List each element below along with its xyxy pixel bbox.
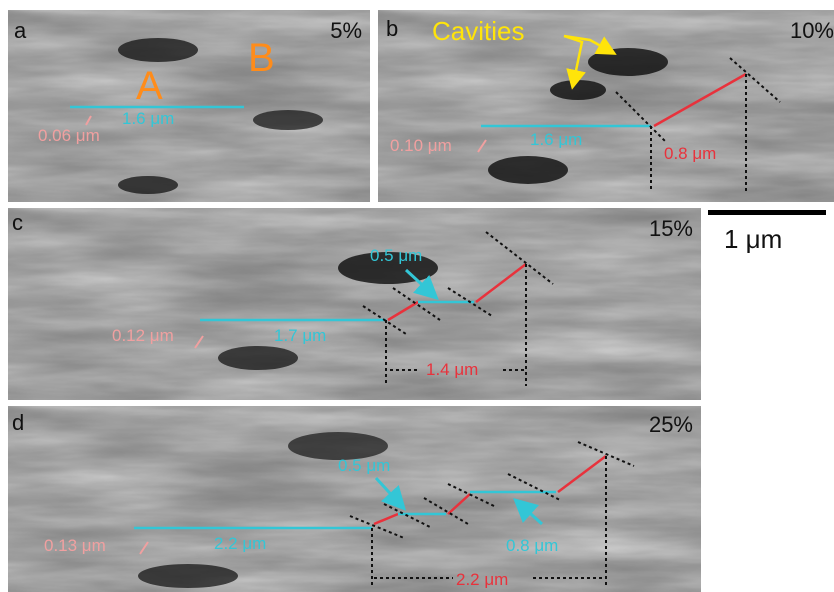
cavities-label: Cavities: [432, 16, 525, 46]
gap-label: 0.5 μm: [370, 246, 423, 265]
region-b-label: B: [248, 36, 275, 80]
width-label: 1.6 μm: [122, 109, 175, 128]
scale-bar-label: 1 μm: [724, 224, 783, 254]
thickness-label: 0.10 μm: [390, 136, 452, 155]
panel-a: a 5% A B 1.6 μm 0.06 μm: [8, 10, 370, 202]
panel-d: d 25% 2.2 μm 0.5 μm 0.8 μm 2.2 μm 0.13 μ…: [8, 406, 701, 592]
thickness-label: 0.06 μm: [38, 126, 100, 145]
scale-bar: [708, 210, 826, 215]
panel-label: d: [12, 410, 25, 435]
offset-label: 0.8 μm: [664, 144, 717, 163]
gap-label: 0.5 μm: [338, 456, 391, 475]
offset-label: 2.2 μm: [456, 570, 509, 589]
strain-percent: 15%: [648, 216, 693, 241]
sem-texture: [8, 10, 370, 202]
sem-texture: [8, 208, 701, 400]
thickness-label: 0.12 μm: [112, 326, 174, 345]
panel-c: c 15% 1.7 μm 0.5 μm 1.4 μm 0.12 μm: [8, 208, 701, 400]
thickness-label: 0.13 μm: [44, 536, 106, 555]
sem-texture: [8, 406, 701, 592]
gap2-label: 0.8 μm: [506, 536, 559, 555]
strain-percent: 25%: [648, 412, 693, 437]
width-label: 1.7 μm: [274, 326, 327, 345]
strain-percent: 5%: [330, 18, 362, 43]
panel-label: c: [12, 210, 23, 235]
region-a-label: A: [136, 64, 163, 108]
offset-label: 1.4 μm: [426, 360, 479, 379]
width-label: 2.2 μm: [214, 534, 267, 553]
strain-percent: 10%: [789, 18, 834, 43]
width-label: 1.6 μm: [530, 130, 583, 149]
panel-label: b: [386, 16, 399, 41]
panel-label: a: [14, 18, 27, 43]
panel-b: b 10% Cavities 1.6 μm 0.8 μm 0.10 μm: [378, 10, 834, 202]
